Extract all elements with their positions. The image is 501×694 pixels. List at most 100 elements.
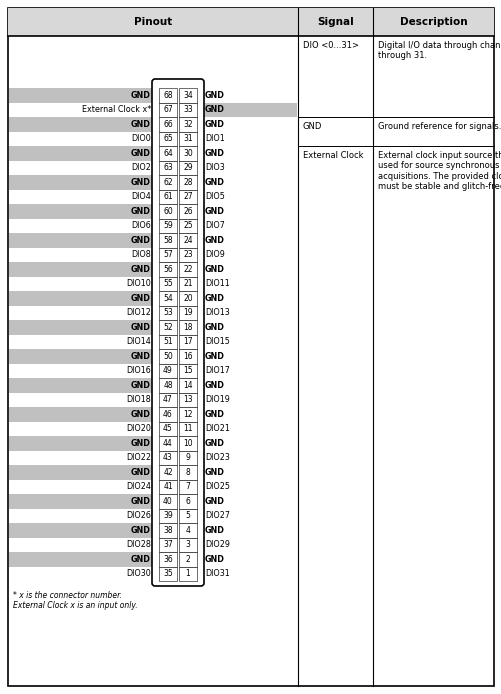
Text: GND: GND (131, 555, 151, 564)
Text: DIO22: DIO22 (126, 453, 151, 462)
Bar (179, 291, 196, 305)
Text: 45: 45 (163, 424, 172, 433)
Text: 35: 35 (163, 569, 172, 578)
Bar (159, 465, 177, 480)
Bar (9, 407, 154, 421)
Bar (179, 117, 196, 131)
Text: 34: 34 (183, 91, 192, 100)
Text: DIO20: DIO20 (126, 424, 151, 433)
Text: GND: GND (204, 294, 224, 303)
Text: GND: GND (204, 105, 224, 115)
Text: DIO10: DIO10 (126, 279, 151, 288)
Text: DIO19: DIO19 (204, 396, 229, 404)
Text: DIO29: DIO29 (204, 540, 229, 549)
Text: GND: GND (204, 381, 224, 390)
Bar (159, 117, 177, 131)
Text: 58: 58 (163, 236, 172, 245)
Text: DIO21: DIO21 (204, 424, 229, 433)
Text: 37: 37 (163, 540, 172, 549)
Bar (9, 523, 154, 537)
Bar (9, 349, 154, 364)
Bar (9, 552, 154, 566)
Text: 7: 7 (185, 482, 190, 491)
Bar (159, 175, 177, 189)
Bar (179, 175, 196, 189)
Bar (159, 450, 177, 465)
Text: 65: 65 (163, 134, 172, 143)
Text: DIO17: DIO17 (204, 366, 229, 375)
Bar (179, 552, 196, 566)
Bar (159, 436, 177, 450)
Bar (159, 219, 177, 233)
Text: DIO27: DIO27 (204, 511, 229, 520)
Bar (159, 494, 177, 509)
Bar (159, 276, 177, 291)
Bar (159, 291, 177, 305)
Text: 1: 1 (185, 569, 190, 578)
Text: 52: 52 (163, 323, 172, 332)
Bar (179, 276, 196, 291)
Bar (179, 335, 196, 349)
Text: 15: 15 (183, 366, 192, 375)
Text: 14: 14 (183, 381, 192, 390)
Text: GND: GND (204, 497, 224, 506)
Text: DIO7: DIO7 (204, 221, 224, 230)
Bar (159, 552, 177, 566)
Text: 40: 40 (163, 497, 172, 506)
Text: DIO6: DIO6 (131, 221, 151, 230)
Bar (179, 88, 196, 103)
Bar (9, 262, 154, 276)
Text: DIO5: DIO5 (204, 192, 224, 201)
Text: GND: GND (131, 294, 151, 303)
Bar (159, 349, 177, 364)
Text: GND: GND (131, 409, 151, 418)
Text: 67: 67 (163, 105, 172, 115)
Bar (179, 103, 196, 117)
Text: 30: 30 (183, 149, 192, 158)
Bar (179, 407, 196, 421)
Text: 62: 62 (163, 178, 172, 187)
Bar (179, 160, 196, 175)
Text: DIO24: DIO24 (126, 482, 151, 491)
Text: 38: 38 (163, 526, 172, 535)
Text: GND: GND (204, 468, 224, 477)
Text: 31: 31 (183, 134, 192, 143)
Text: 26: 26 (183, 207, 192, 216)
Text: Description: Description (399, 17, 466, 27)
Text: 50: 50 (163, 352, 172, 361)
Text: 13: 13 (183, 396, 192, 404)
Text: 41: 41 (163, 482, 172, 491)
Text: GND: GND (204, 264, 224, 273)
Bar (179, 537, 196, 552)
Text: 8: 8 (185, 468, 190, 477)
Text: DIO25: DIO25 (204, 482, 229, 491)
Bar (9, 146, 154, 160)
Bar (159, 160, 177, 175)
Bar (159, 146, 177, 160)
Text: DIO31: DIO31 (204, 569, 229, 578)
Text: External Clock: External Clock (303, 151, 363, 160)
Bar (9, 233, 154, 248)
Text: 33: 33 (183, 105, 192, 115)
Bar (9, 291, 154, 305)
Text: GND: GND (131, 497, 151, 506)
Text: 63: 63 (163, 163, 172, 172)
Text: 23: 23 (183, 251, 192, 260)
Text: 10: 10 (183, 439, 192, 448)
Text: GND: GND (131, 236, 151, 245)
Text: DIO9: DIO9 (204, 251, 224, 260)
Bar (159, 305, 177, 320)
Bar (159, 189, 177, 204)
Text: GND: GND (131, 120, 151, 129)
Bar (9, 175, 154, 189)
Bar (9, 494, 154, 509)
Bar (159, 88, 177, 103)
Text: GND: GND (204, 91, 224, 100)
Bar (179, 480, 196, 494)
Text: 61: 61 (163, 192, 172, 201)
Bar (179, 233, 196, 248)
Text: GND: GND (204, 178, 224, 187)
Bar (159, 364, 177, 378)
Text: GND: GND (131, 352, 151, 361)
Text: Ground reference for signals.: Ground reference for signals. (377, 122, 500, 131)
